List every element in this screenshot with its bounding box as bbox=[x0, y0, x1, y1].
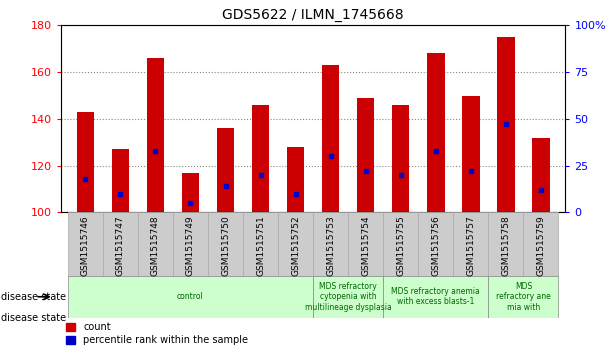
Bar bbox=[313, 276, 383, 318]
Text: GSM1515746: GSM1515746 bbox=[81, 216, 90, 276]
Bar bbox=[147, 58, 164, 212]
Bar bbox=[182, 173, 199, 212]
Bar bbox=[532, 138, 550, 212]
Bar bbox=[138, 212, 173, 276]
Bar bbox=[348, 212, 383, 276]
Bar bbox=[243, 212, 278, 276]
Bar bbox=[418, 212, 454, 276]
Bar bbox=[287, 147, 305, 212]
Text: GSM1515758: GSM1515758 bbox=[502, 216, 510, 276]
Text: MDS
refractory ane
mia with: MDS refractory ane mia with bbox=[496, 282, 551, 312]
Text: GSM1515755: GSM1515755 bbox=[396, 216, 405, 276]
Bar bbox=[462, 95, 480, 212]
Bar bbox=[216, 128, 234, 212]
Text: disease state: disease state bbox=[1, 313, 66, 323]
Bar bbox=[68, 212, 103, 276]
Text: GSM1515749: GSM1515749 bbox=[186, 216, 195, 276]
Bar bbox=[454, 212, 488, 276]
Legend: count, percentile rank within the sample: count, percentile rank within the sample bbox=[66, 322, 248, 346]
Text: control: control bbox=[177, 292, 204, 301]
Bar bbox=[252, 105, 269, 212]
Bar bbox=[383, 212, 418, 276]
Text: GSM1515753: GSM1515753 bbox=[326, 216, 335, 276]
Bar bbox=[173, 212, 208, 276]
Text: MDS refractory anemia
with excess blasts-1: MDS refractory anemia with excess blasts… bbox=[392, 287, 480, 306]
Text: GSM1515759: GSM1515759 bbox=[536, 216, 545, 276]
Text: GSM1515750: GSM1515750 bbox=[221, 216, 230, 276]
Bar bbox=[427, 53, 444, 212]
Bar bbox=[497, 37, 514, 212]
Bar bbox=[77, 112, 94, 212]
Text: GSM1515752: GSM1515752 bbox=[291, 216, 300, 276]
Text: MDS refractory
cytopenia with
multilineage dysplasia: MDS refractory cytopenia with multilinea… bbox=[305, 282, 392, 312]
Text: GSM1515754: GSM1515754 bbox=[361, 216, 370, 276]
Bar bbox=[357, 98, 375, 212]
Bar bbox=[488, 276, 558, 318]
Title: GDS5622 / ILMN_1745668: GDS5622 / ILMN_1745668 bbox=[223, 8, 404, 22]
Text: GSM1515757: GSM1515757 bbox=[466, 216, 475, 276]
Text: GSM1515756: GSM1515756 bbox=[431, 216, 440, 276]
Bar bbox=[208, 212, 243, 276]
Bar bbox=[488, 212, 523, 276]
Text: disease state: disease state bbox=[1, 292, 66, 302]
Bar bbox=[383, 276, 488, 318]
Text: GSM1515748: GSM1515748 bbox=[151, 216, 160, 276]
Text: GSM1515747: GSM1515747 bbox=[116, 216, 125, 276]
Bar bbox=[112, 149, 129, 212]
Bar bbox=[313, 212, 348, 276]
Bar bbox=[278, 212, 313, 276]
Bar bbox=[68, 276, 313, 318]
Text: GSM1515751: GSM1515751 bbox=[256, 216, 265, 276]
Bar bbox=[392, 105, 410, 212]
Bar bbox=[322, 65, 339, 212]
Bar bbox=[523, 212, 558, 276]
Bar bbox=[103, 212, 138, 276]
